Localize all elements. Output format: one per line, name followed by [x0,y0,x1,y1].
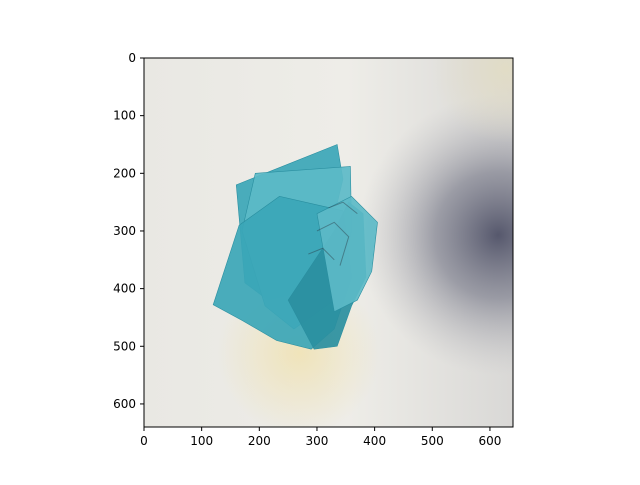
ink-mark-1 [316,221,350,266]
sticky-note-5 [316,196,378,313]
y-axis: 0 100 200 300 400 500 600 [113,51,144,411]
y-tick-label: 100 [113,109,136,123]
photo-image [144,58,513,427]
x-tick-label: 400 [363,434,386,448]
y-tick-label: 500 [113,339,136,353]
x-tick-label: 0 [140,434,148,448]
plot-frame [143,57,514,428]
x-axis: 0 100 200 300 400 500 600 [140,427,501,448]
x-tick-label: 200 [248,434,271,448]
y-tick-label: 0 [128,51,136,65]
y-tick-label: 200 [113,166,136,180]
y-tick-label: 600 [113,397,136,411]
y-tick-label: 400 [113,282,136,296]
y-tick-label: 300 [113,224,136,238]
ink-mark-3 [308,247,335,261]
sticky-notes [212,144,378,350]
x-tick-label: 500 [421,434,444,448]
x-tick-label: 600 [478,434,501,448]
ink-mark-2 [328,201,358,215]
x-tick-label: 300 [306,434,329,448]
x-tick-label: 100 [190,434,213,448]
